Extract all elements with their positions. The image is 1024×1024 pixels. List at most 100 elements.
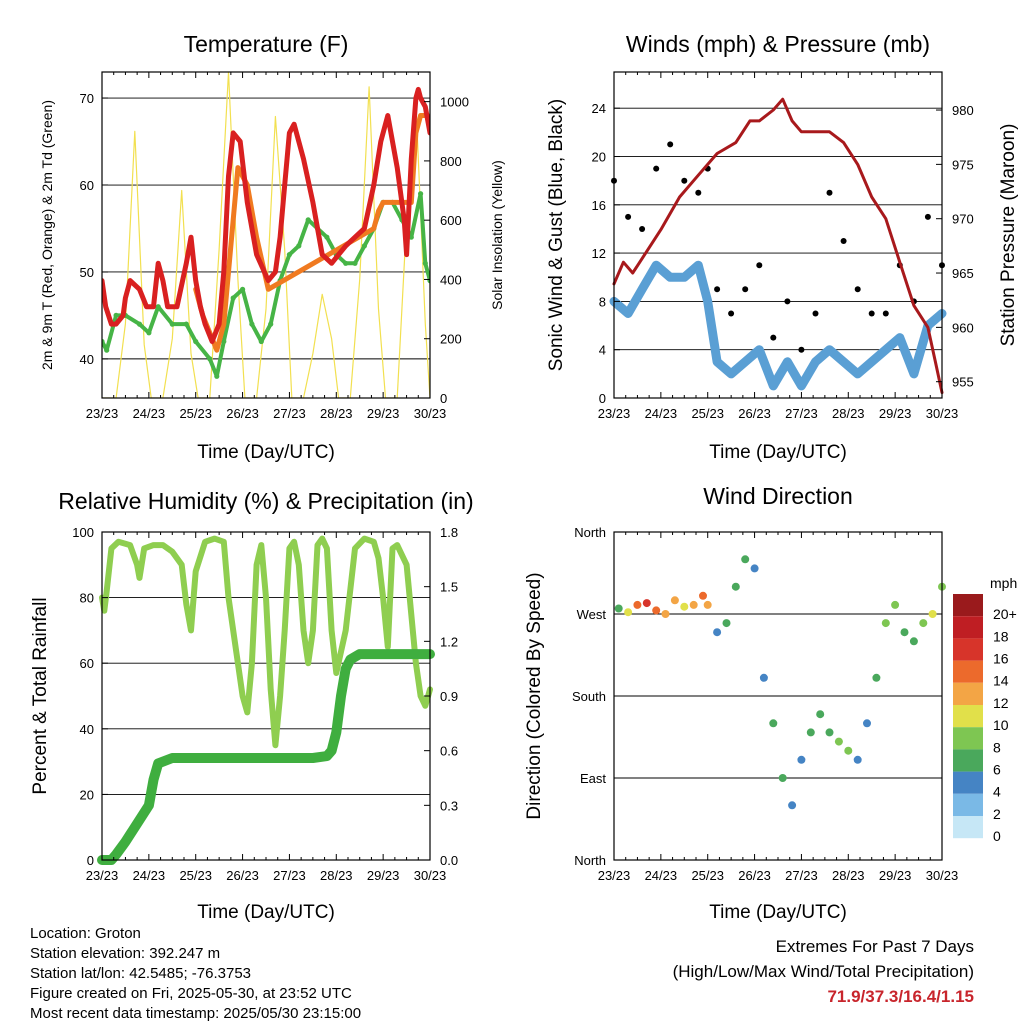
- gust-point: [784, 298, 791, 305]
- gust-point: [695, 189, 702, 196]
- winds-title: Winds (mph) & Pressure (mb): [626, 31, 930, 57]
- direction-point: [769, 719, 778, 728]
- legend-label: 6: [993, 762, 1001, 778]
- x-tick-label: 30/23: [414, 406, 447, 421]
- extremes-subheading: (High/Low/Max Wind/Total Precipitation): [672, 962, 974, 981]
- legend-swatch: [953, 771, 983, 794]
- dewpoint-point: [352, 260, 358, 266]
- dewpoint-point: [230, 295, 236, 301]
- gust-point: [868, 310, 875, 317]
- dewpoint-point: [221, 338, 227, 345]
- y-tick-label: 70: [80, 91, 94, 106]
- gust-point: [770, 334, 777, 341]
- y-tick-label: 16: [592, 198, 606, 213]
- direction-point: [750, 564, 759, 573]
- dewpoint-point: [102, 338, 105, 345]
- legend-swatch: [953, 682, 983, 705]
- direction-point: [713, 628, 722, 637]
- legend-label: 18: [993, 628, 1009, 644]
- winds-xlabel: Time (Day/UTC): [709, 442, 847, 463]
- humidity-plot: [97, 535, 435, 865]
- direction-point: [689, 600, 698, 609]
- x-tick-label: 30/23: [926, 406, 959, 421]
- direction-point: [731, 582, 740, 591]
- direction-point: [670, 596, 679, 605]
- y-tick-label: 0: [599, 391, 606, 406]
- gust-point: [798, 346, 805, 353]
- gust-point: [728, 310, 735, 317]
- y-tick-label: North: [574, 525, 606, 540]
- x-tick-label: 26/23: [738, 868, 771, 883]
- legend-label: 20+: [993, 606, 1017, 622]
- direction-ylabel-left: Direction (Colored By Speed): [524, 572, 545, 819]
- direction-grid: [614, 613, 942, 779]
- y2-tick-label: 200: [440, 332, 462, 347]
- wind-line: [609, 260, 947, 391]
- direction-panel: Wind Direction Direction (Colored By Spe…: [524, 483, 1017, 923]
- direction-point: [863, 719, 871, 728]
- y2-tick-label: 980: [952, 103, 974, 118]
- direction-point: [633, 600, 642, 609]
- plot-frame: [101, 531, 431, 861]
- x-tick-label: 30/23: [414, 868, 447, 883]
- winds-ylabel-left: Sonic Wind & Gust (Blue, Black): [546, 99, 567, 371]
- legend-swatch: [953, 638, 983, 661]
- y2-tick-label: 1.2: [440, 634, 458, 649]
- x-tick-label: 29/23: [367, 868, 400, 883]
- direction-point: [844, 746, 853, 755]
- x-tick-label: 29/23: [367, 406, 400, 421]
- x-tick-label: 23/23: [598, 868, 631, 883]
- y-tick-label: 8: [599, 294, 606, 309]
- direction-point: [788, 801, 797, 810]
- humidity-axes: 23/23 24/23 25/23 26/23 27/23 28/23 29/23 30/23…: [72, 525, 458, 883]
- temperature-plot: [102, 72, 430, 398]
- dewpoint-point: [268, 321, 274, 327]
- dewpoint-point: [296, 243, 302, 249]
- gust-point: [714, 286, 721, 293]
- y2-tick-label: 1000: [440, 95, 469, 110]
- plot-frame: [101, 71, 431, 399]
- winds-grid: [614, 107, 942, 351]
- winds-axes: 23/23 24/23 25/23 26/23 27/23 28/23 29/23 30/23…: [592, 71, 974, 421]
- y2-tick-label: 975: [952, 157, 974, 172]
- pressure-line: [612, 97, 944, 395]
- dewpoint-point: [214, 373, 220, 379]
- legend-swatch: [953, 816, 983, 839]
- legend-swatch: [953, 793, 983, 816]
- temperature-axes: 23/23 24/23 25/23 26/23 27/23 28/23 29/23 30/23…: [80, 71, 469, 421]
- y-tick-label: 20: [592, 150, 606, 165]
- info-recent: Most recent data timestamp: 2025/05/30 2…: [30, 1005, 362, 1022]
- legend-swatch: [953, 616, 983, 639]
- direction-point: [909, 637, 918, 646]
- x-tick-label: 28/23: [832, 406, 865, 421]
- y-tick-label: 40: [80, 352, 94, 367]
- legend-swatch: [953, 727, 983, 750]
- dewpoint-point: [258, 338, 264, 345]
- y2-tick-label: 1.5: [440, 580, 458, 595]
- direction-point: [652, 606, 661, 615]
- gust-point: [653, 165, 660, 172]
- dewpoint-point: [113, 312, 119, 318]
- direction-point: [853, 755, 862, 764]
- dewpoint-point: [422, 260, 428, 266]
- dewpoint-point: [305, 217, 311, 223]
- humidity-panel: Relative Humidity (%) & Precipitation (i…: [30, 488, 474, 923]
- direction-point: [741, 555, 750, 564]
- x-tick-label: 26/23: [738, 406, 771, 421]
- y2-tick-label: 0.0: [440, 853, 458, 868]
- x-tick-label: 29/23: [879, 868, 912, 883]
- y-tick-label: 20: [80, 787, 94, 802]
- legend-label: 0: [993, 828, 1001, 844]
- info-created: Figure created on Fri, 2025-05-30, at 23…: [30, 985, 352, 1002]
- gust-point: [667, 141, 674, 148]
- direction-point: [891, 600, 900, 609]
- dewpoint-point: [169, 321, 175, 327]
- extremes-values: 71.9/37.3/16.4/1.15: [827, 987, 974, 1006]
- legend-label: 10: [993, 717, 1009, 733]
- y2-tick-label: 0.3: [440, 798, 458, 813]
- dewpoint-point: [324, 234, 330, 240]
- dewpoint-point: [418, 191, 424, 197]
- direction-point: [797, 755, 806, 764]
- temperature-title: Temperature (F): [184, 31, 349, 57]
